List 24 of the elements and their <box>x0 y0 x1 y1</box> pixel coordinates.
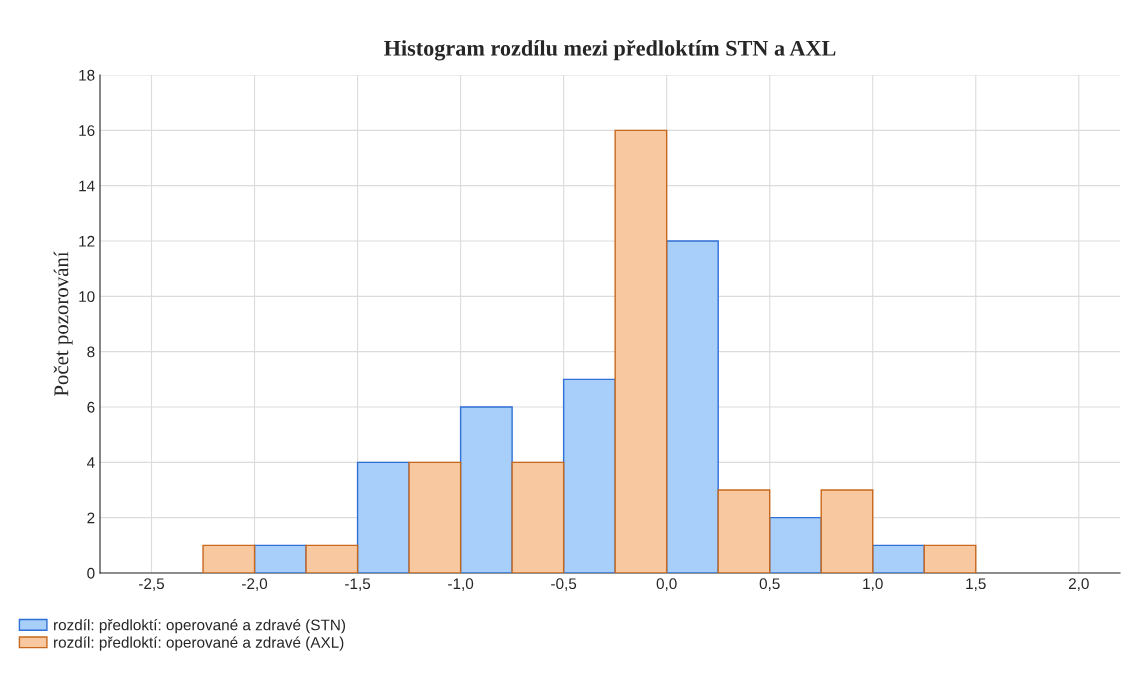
x-tick-label: -0,5 <box>551 578 577 591</box>
x-tick-label: 2,0 <box>1068 578 1089 591</box>
legend-label: rozdíl: předloktí: operované a zdravé (AXL) <box>54 636 344 651</box>
y-tick-label: 16 <box>79 125 95 137</box>
y-tick-label: 4 <box>86 457 95 468</box>
x-tick-label: 1,5 <box>966 578 986 591</box>
y-tick-label: 18 <box>79 69 95 81</box>
y-tick-label: 6 <box>87 401 95 413</box>
y-tick-label: 8 <box>87 346 95 358</box>
y-tick-label: 0 <box>87 567 95 579</box>
x-tick-label: -2,0 <box>242 578 268 591</box>
x-tick-label: -1,0 <box>448 578 474 591</box>
chart-title: Histogram rozdílu mezi předloktím STN a AXL <box>384 39 836 61</box>
x-tick-label: -2,5 <box>139 578 165 591</box>
x-tick-label: -1,5 <box>345 578 371 591</box>
legend-label: rozdíl: předloktí: operované a zdravé (STN) <box>54 618 346 634</box>
x-tick-label: 0,0 <box>656 578 677 591</box>
x-tick-label: 0,5 <box>759 578 780 591</box>
x-tick-label: 1,0 <box>863 578 883 591</box>
y-tick-label: 2 <box>87 512 95 524</box>
y-tick-label: 14 <box>79 180 95 192</box>
y-axis-title: Počet pozorování <box>53 251 73 397</box>
y-tick-label: 12 <box>79 235 95 247</box>
y-tick-label: 10 <box>79 291 95 303</box>
